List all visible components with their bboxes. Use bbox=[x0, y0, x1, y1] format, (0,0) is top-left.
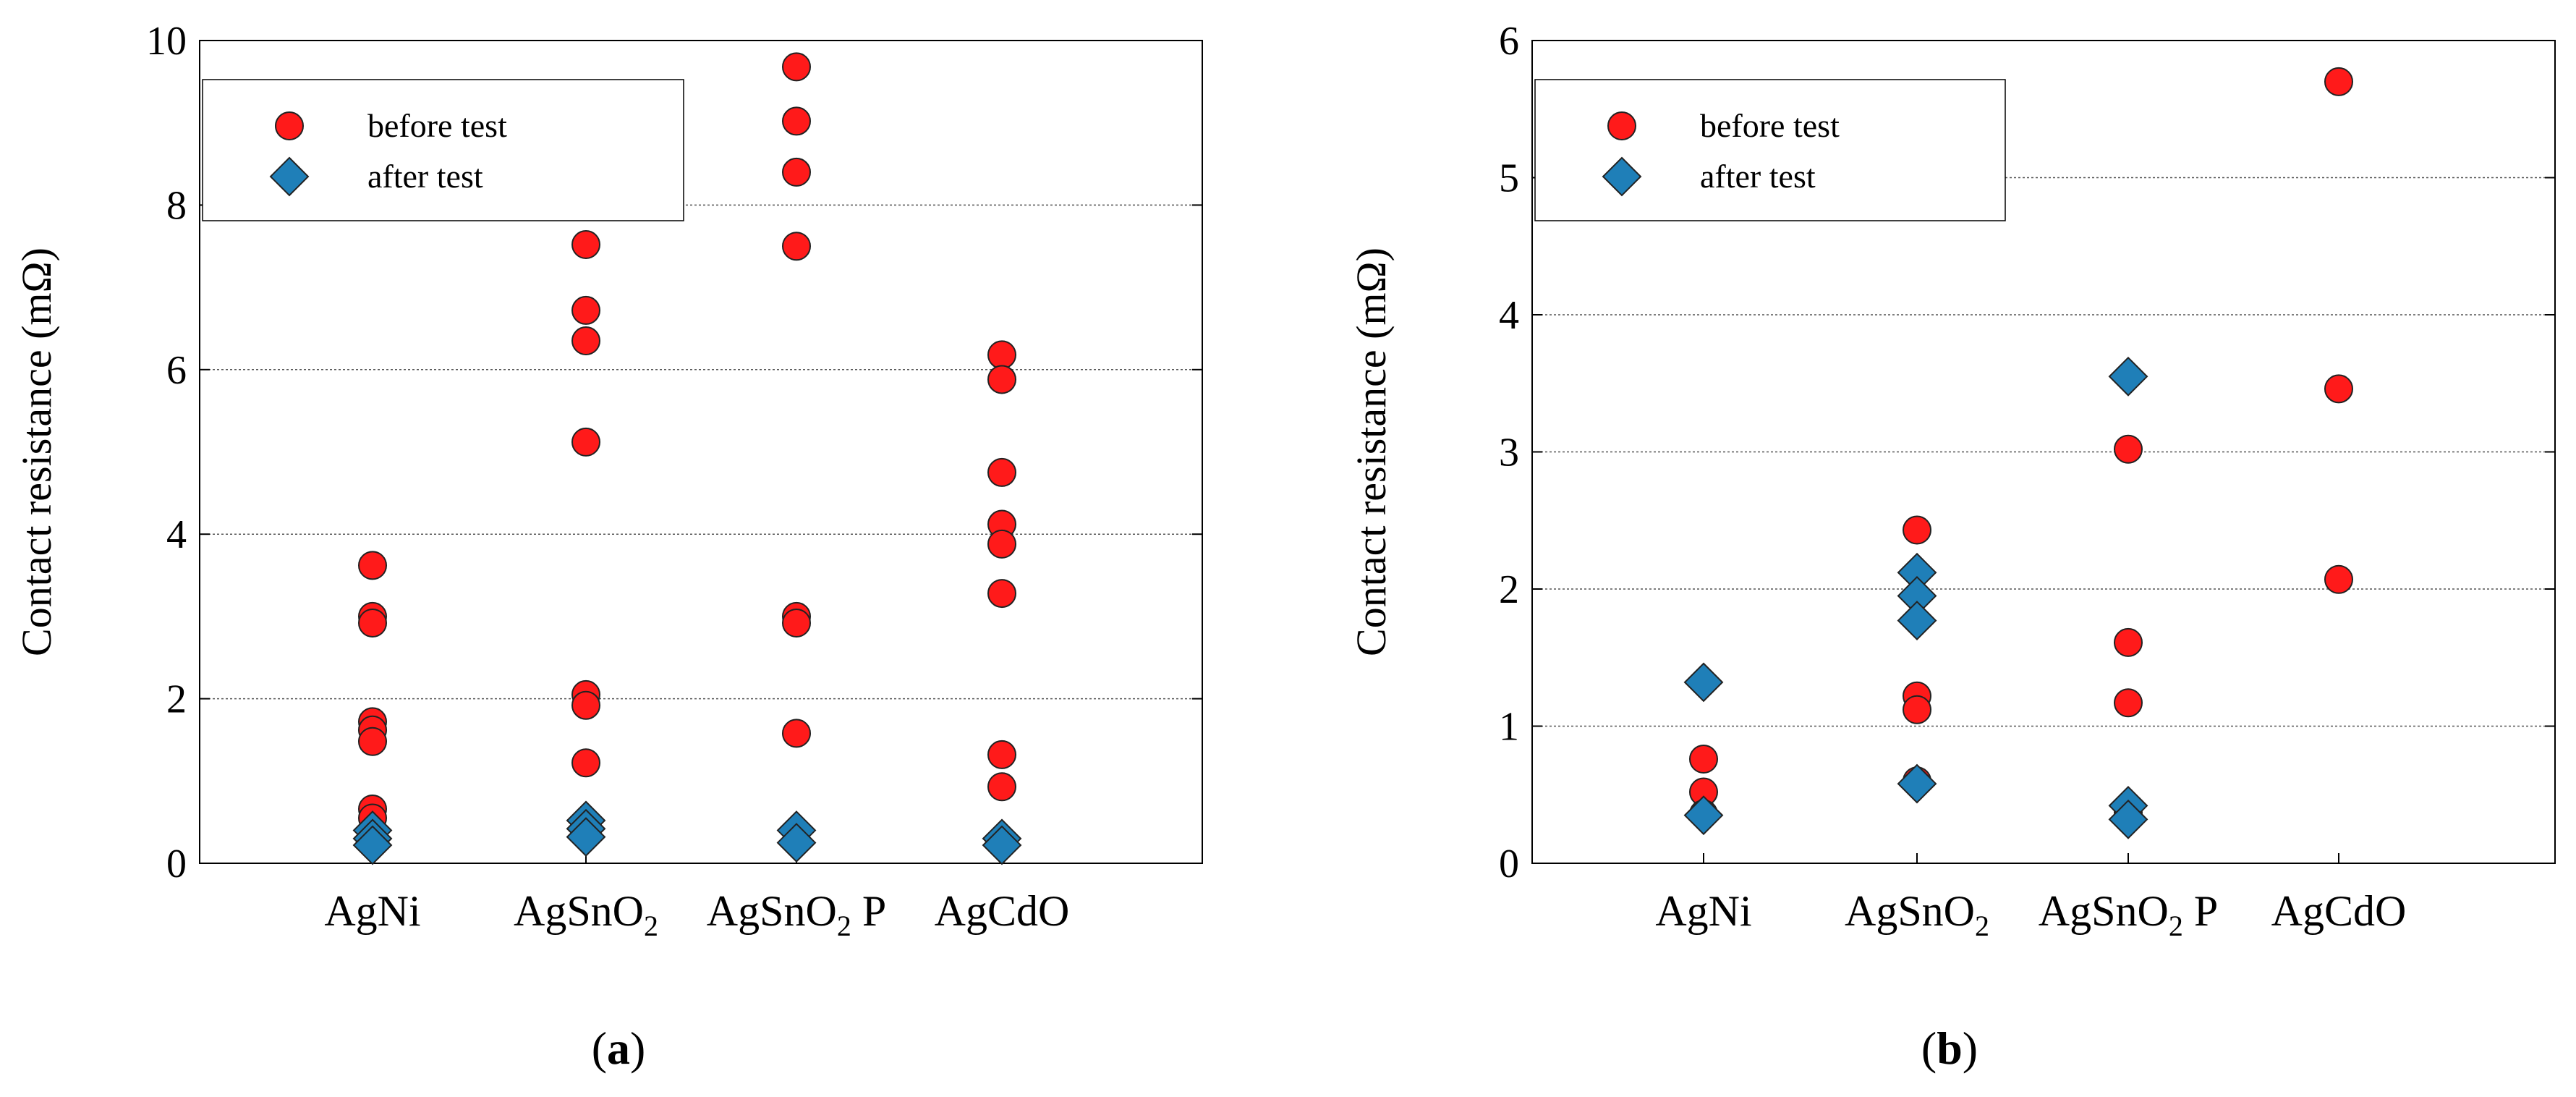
category-base: AgSnO bbox=[1845, 887, 1975, 935]
legend-marker-after bbox=[269, 156, 310, 197]
y-tick-label: 5 bbox=[1499, 156, 1519, 201]
category-base: AgNi bbox=[324, 887, 420, 935]
point-before-test bbox=[987, 740, 1016, 769]
point-before-test bbox=[358, 608, 387, 638]
point-before-test bbox=[782, 52, 811, 82]
y-tick-label: 4 bbox=[166, 512, 187, 557]
category-base: AgSnO bbox=[514, 887, 644, 935]
legend: before test after test bbox=[202, 79, 684, 221]
point-before-test bbox=[1689, 744, 1718, 774]
point-after-test bbox=[566, 817, 606, 857]
category-subscript: 2 bbox=[644, 910, 658, 942]
point-before-test bbox=[987, 772, 1016, 802]
y-tick-label: 4 bbox=[1499, 293, 1519, 338]
category-subscript: 2 bbox=[2169, 910, 2183, 942]
panel-label: (a) bbox=[592, 1022, 646, 1074]
y-tick-label: 0 bbox=[166, 842, 187, 886]
point-before-test bbox=[571, 326, 600, 356]
point-before-test bbox=[2114, 627, 2143, 657]
point-before-test bbox=[987, 340, 1016, 370]
point-before-test bbox=[571, 295, 600, 325]
point-before-test bbox=[2324, 374, 2353, 404]
point-before-test bbox=[571, 229, 600, 259]
point-before-test bbox=[358, 551, 387, 580]
x-category-label: AgSnO2 P bbox=[2039, 887, 2218, 942]
point-after-test bbox=[982, 825, 1022, 865]
category-subscript: 2 bbox=[1975, 910, 1989, 942]
point-after-test bbox=[1683, 662, 1724, 703]
point-after-test bbox=[1683, 795, 1724, 836]
point-before-test bbox=[1903, 515, 1931, 545]
category-base: AgSnO bbox=[2039, 887, 2169, 935]
point-before-test bbox=[358, 727, 387, 756]
category-suffix: P bbox=[851, 887, 886, 935]
x-category-label: AgCdO bbox=[935, 887, 1070, 935]
x-category-label: AgNi bbox=[324, 887, 420, 935]
point-before-test bbox=[571, 748, 600, 778]
legend-box bbox=[1534, 79, 2006, 221]
point-before-test bbox=[782, 719, 811, 748]
legend-marker-before bbox=[1607, 111, 1636, 140]
y-tick-label: 6 bbox=[166, 348, 187, 393]
y-axis-label: Contact resistance (mΩ) bbox=[13, 247, 60, 656]
legend-entry: after test bbox=[367, 158, 483, 195]
legend-box bbox=[202, 79, 684, 221]
y-tick-label: 8 bbox=[166, 183, 187, 228]
category-base: AgSnO bbox=[707, 887, 837, 935]
y-tick-label: 10 bbox=[146, 19, 187, 64]
point-after-test bbox=[2108, 799, 2148, 839]
point-before-test bbox=[987, 579, 1016, 609]
point-before-test bbox=[2114, 434, 2143, 464]
category-base: AgCdO bbox=[935, 887, 1070, 935]
point-before-test bbox=[1903, 695, 1931, 724]
category-base: AgCdO bbox=[2271, 887, 2407, 935]
legend-entry: before test bbox=[1700, 107, 1840, 144]
point-after-test bbox=[2108, 356, 2148, 397]
point-after-test bbox=[352, 825, 393, 865]
point-before-test bbox=[782, 106, 811, 136]
x-category-label: AgNi bbox=[1655, 887, 1751, 935]
point-after-test bbox=[1897, 601, 1937, 640]
plot-frame bbox=[199, 40, 1203, 864]
point-before-test bbox=[571, 427, 600, 457]
legend-marker-before bbox=[275, 111, 304, 140]
y-tick-label: 2 bbox=[166, 677, 187, 722]
point-after-test bbox=[776, 823, 817, 863]
y-tick-label: 3 bbox=[1499, 431, 1519, 475]
legend-entry: before test bbox=[367, 107, 507, 144]
point-before-test bbox=[782, 232, 811, 261]
point-before-test bbox=[782, 608, 811, 638]
legend-entry: after test bbox=[1700, 158, 1816, 195]
y-tick-label: 1 bbox=[1499, 705, 1519, 750]
y-tick-label: 0 bbox=[1499, 842, 1519, 886]
x-category-label: AgSnO2 bbox=[514, 887, 658, 942]
point-before-test bbox=[987, 529, 1016, 559]
point-before-test bbox=[987, 365, 1016, 394]
legend-marker-after bbox=[1602, 156, 1642, 197]
point-after-test bbox=[1897, 763, 1937, 804]
panel-label: (b) bbox=[1921, 1022, 1978, 1074]
category-base: AgNi bbox=[1655, 887, 1751, 935]
category-suffix: P bbox=[2183, 887, 2218, 935]
point-before-test bbox=[2324, 67, 2353, 96]
point-before-test bbox=[987, 457, 1016, 487]
panel-letter: b bbox=[1937, 1022, 1963, 1074]
y-tick-label: 6 bbox=[1499, 19, 1519, 64]
point-before-test bbox=[2324, 564, 2353, 594]
category-subscript: 2 bbox=[837, 910, 851, 942]
x-category-label: AgSnO2 bbox=[1845, 887, 1989, 942]
point-before-test bbox=[2114, 688, 2143, 718]
x-category-label: AgCdO bbox=[2271, 887, 2407, 935]
legend: before test after test bbox=[1534, 79, 2006, 221]
point-before-test bbox=[571, 690, 600, 720]
y-tick-label: 2 bbox=[1499, 567, 1519, 612]
point-before-test bbox=[782, 157, 811, 187]
y-axis-label: Contact resistance (mΩ) bbox=[1348, 247, 1395, 656]
panel-letter: a bbox=[607, 1022, 630, 1074]
x-category-label: AgSnO2 P bbox=[707, 887, 886, 942]
